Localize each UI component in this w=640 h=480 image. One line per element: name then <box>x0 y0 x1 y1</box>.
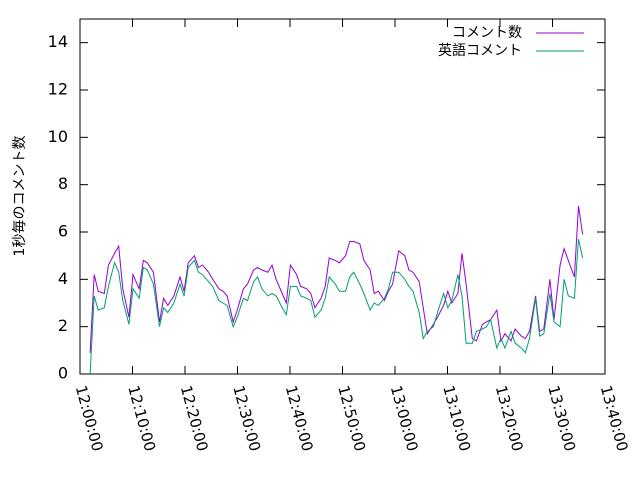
x-axis: 12:00:00 12:10:00 12:20:00 12:30:00 12:40:00… <box>72 19 632 453</box>
legend-label-1: コメント数 <box>452 25 522 41</box>
y-tick-label: 8 <box>58 174 68 193</box>
y-axis: 0 2 4 6 8 10 12 14 <box>48 32 605 383</box>
x-tick-label: 12:10:00 <box>124 384 159 454</box>
x-tick-label: 13:40:00 <box>597 384 632 454</box>
x-tick-label: 12:20:00 <box>177 384 212 454</box>
y-tick-label: 14 <box>48 32 68 51</box>
y-tick-label: 10 <box>48 127 68 146</box>
x-tick-label: 13:20:00 <box>492 384 527 454</box>
series-layer <box>89 205 584 375</box>
y-tick-label: 0 <box>58 364 68 383</box>
x-tick-label: 12:40:00 <box>282 384 317 454</box>
series-line-2 <box>89 238 584 375</box>
y-tick-label: 12 <box>48 80 68 99</box>
x-tick-label: 12:00:00 <box>72 384 107 454</box>
y-axis-label: 1秒毎のコメント数 <box>12 136 28 257</box>
y-tick-label: 4 <box>58 269 68 288</box>
x-tick-label: 13:30:00 <box>544 384 579 454</box>
legend-label-2: 英語コメント <box>438 42 522 59</box>
y-tick-label: 6 <box>58 222 68 241</box>
x-tick-label: 13:10:00 <box>439 384 474 454</box>
series-line-1 <box>89 205 584 353</box>
y-tick-label: 2 <box>58 316 68 335</box>
x-tick-label: 13:00:00 <box>387 384 422 454</box>
x-tick-label: 12:30:00 <box>229 384 264 454</box>
x-tick-label: 12:50:00 <box>334 384 369 454</box>
